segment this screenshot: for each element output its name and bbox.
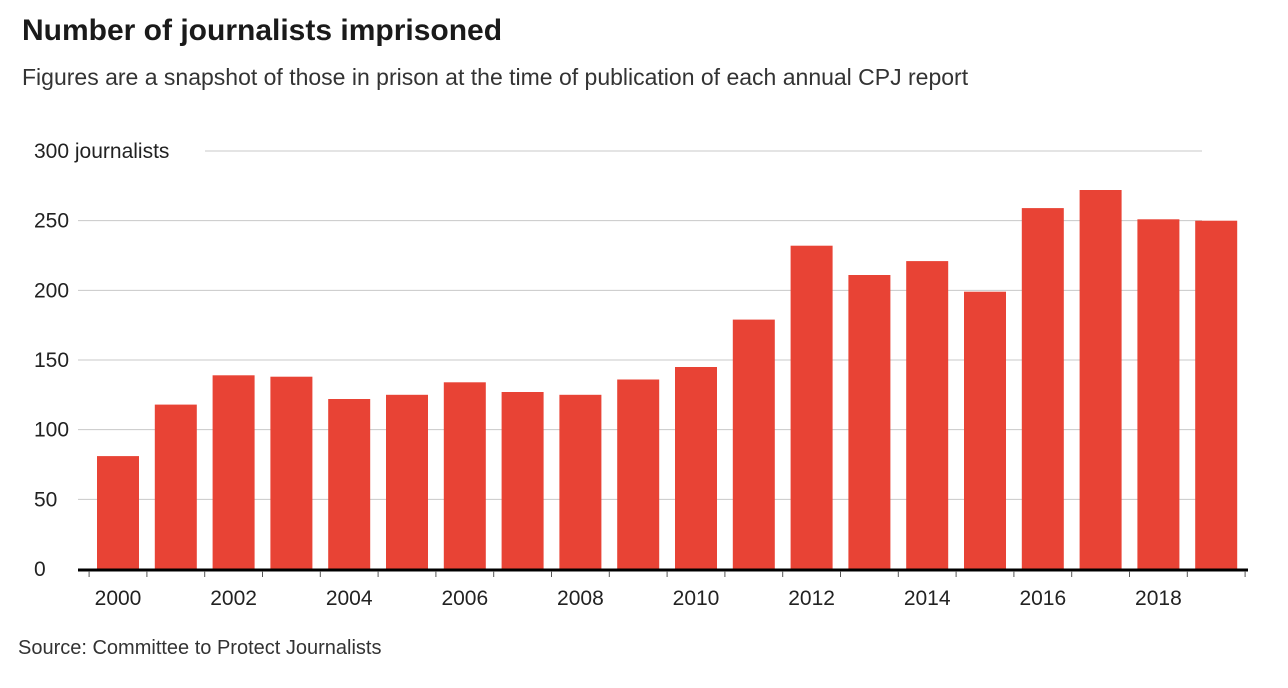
- bar-2016: [1021, 208, 1064, 569]
- bar-2005: [386, 394, 428, 569]
- bar-2019: [1195, 220, 1238, 569]
- bar-2014: [906, 261, 949, 569]
- bar-2010: [675, 367, 717, 569]
- bar-2018: [1137, 219, 1180, 570]
- y-tick-label-200: 200: [34, 279, 69, 302]
- y-tick-label-150: 150: [34, 349, 69, 372]
- tick-labels: 0 50 100 150 200 250 300 journalists 2000 2002 20…: [34, 140, 1182, 610]
- bar-2009: [617, 379, 660, 569]
- bar-2008: [559, 394, 602, 569]
- x-tick-label-2004: 2004: [326, 587, 373, 610]
- chart-subtitle: Figures are a snapshot of those in priso…: [22, 64, 969, 90]
- bar-2013: [848, 275, 891, 569]
- bar-2017: [1079, 190, 1122, 569]
- x-axis: [78, 568, 1248, 577]
- y-tick-label-250: 250: [34, 210, 69, 233]
- y-tick-label-100: 100: [34, 419, 69, 442]
- bar-2012: [790, 245, 833, 569]
- x-tick-label-2000: 2000: [95, 587, 142, 610]
- bar-2004: [328, 399, 371, 569]
- x-tick-label-2014: 2014: [904, 587, 951, 610]
- x-tick-label-2008: 2008: [557, 587, 604, 610]
- y-tick-label-0: 0: [34, 558, 46, 581]
- bar-2000: [97, 456, 139, 569]
- chart-title: Number of journalists imprisoned: [22, 14, 503, 47]
- bar-2001: [154, 404, 197, 569]
- bars: [97, 190, 1238, 570]
- bar-2006: [443, 382, 486, 569]
- bar-2002: [212, 375, 255, 569]
- x-tick-label-2002: 2002: [210, 587, 257, 610]
- x-tick-label-2012: 2012: [788, 587, 835, 610]
- x-tick-label-2010: 2010: [673, 587, 720, 610]
- x-tick-label-2016: 2016: [1019, 587, 1066, 610]
- bar-2007: [501, 392, 544, 569]
- x-tick-label-2006: 2006: [441, 587, 488, 610]
- x-tick-label-2018: 2018: [1135, 587, 1182, 610]
- source-note: Source: Committee to Protect Journalists: [18, 637, 382, 659]
- bar-2015: [964, 291, 1006, 569]
- bar-2003: [270, 376, 313, 569]
- y-tick-label-300: 300 journalists: [34, 140, 169, 163]
- bar-2011: [732, 319, 775, 569]
- y-tick-label-50: 50: [34, 488, 57, 511]
